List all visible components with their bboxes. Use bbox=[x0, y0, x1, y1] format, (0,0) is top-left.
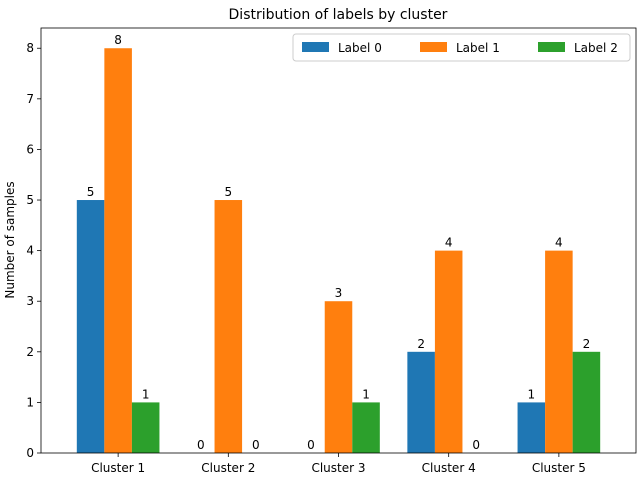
y-tick-label: 0 bbox=[26, 446, 34, 460]
x-tick-label: Cluster 3 bbox=[311, 461, 365, 475]
bar-label-1-cluster-1 bbox=[104, 48, 132, 453]
y-tick-label: 3 bbox=[26, 294, 34, 308]
x-tick-label: Cluster 1 bbox=[91, 461, 145, 475]
y-tick-label: 5 bbox=[26, 193, 34, 207]
data-label: 0 bbox=[307, 438, 315, 452]
data-label: 2 bbox=[583, 337, 591, 351]
y-tick-label: 7 bbox=[26, 92, 34, 106]
data-label: 1 bbox=[362, 387, 370, 401]
data-label: 0 bbox=[252, 438, 260, 452]
legend: Label 0 Label 1 Label 2 bbox=[292, 33, 631, 62]
y-tick-label: 4 bbox=[26, 244, 34, 258]
bar-label-0-cluster-1 bbox=[76, 200, 105, 453]
bar-label-2-cluster-3 bbox=[352, 402, 380, 453]
y-tick-label: 8 bbox=[26, 41, 34, 55]
bar-label-2-cluster-5 bbox=[572, 351, 601, 453]
legend-swatch bbox=[538, 42, 565, 52]
chart-title: Distribution of labels by cluster bbox=[229, 7, 448, 23]
bar-label-1-cluster-4 bbox=[434, 250, 463, 453]
legend-swatch bbox=[302, 42, 329, 52]
legend-label: Label 1 bbox=[456, 41, 500, 55]
bar-label-1-cluster-2 bbox=[214, 200, 243, 453]
y-tick-label: 6 bbox=[26, 142, 34, 156]
legend-label: Label 0 bbox=[338, 41, 382, 55]
legend-swatch bbox=[420, 42, 447, 52]
data-label: 1 bbox=[142, 387, 150, 401]
y-axis-label: Number of samples bbox=[3, 181, 17, 298]
data-label: 5 bbox=[87, 185, 95, 199]
legend-label: Label 2 bbox=[574, 41, 618, 55]
x-tick-label: Cluster 5 bbox=[532, 461, 586, 475]
y-tick-label: 1 bbox=[26, 395, 34, 409]
data-label: 5 bbox=[224, 185, 232, 199]
bar-label-2-cluster-1 bbox=[131, 402, 160, 453]
legend-box bbox=[292, 33, 631, 62]
data-label: 4 bbox=[445, 236, 453, 250]
bar-label-1-cluster-3 bbox=[324, 301, 353, 453]
bar-label-0-cluster-4 bbox=[407, 351, 435, 453]
x-tick-label: Cluster 4 bbox=[422, 461, 476, 475]
data-label: 1 bbox=[528, 387, 536, 401]
bar-label-1-cluster-5 bbox=[545, 250, 573, 453]
data-label: 2 bbox=[417, 337, 425, 351]
data-label: 0 bbox=[472, 438, 480, 452]
data-label: 4 bbox=[555, 236, 563, 250]
x-tick-label: Cluster 2 bbox=[201, 461, 255, 475]
bar-label-0-cluster-5 bbox=[517, 402, 546, 453]
data-label: 0 bbox=[197, 438, 205, 452]
y-tick-label: 2 bbox=[26, 345, 34, 359]
data-label: 8 bbox=[114, 33, 122, 47]
data-label: 3 bbox=[335, 286, 343, 300]
